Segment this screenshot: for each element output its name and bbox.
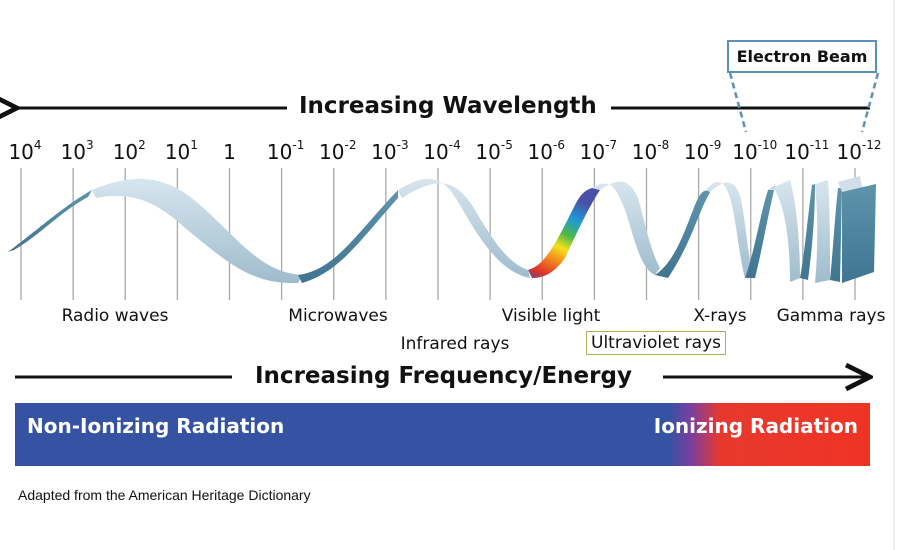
tick-exponent: -10 [757, 138, 778, 152]
tick-label: 104 [8, 138, 42, 164]
tick-exponent: 4 [33, 138, 42, 152]
ionizing-label: Ionizing Radiation [653, 414, 858, 438]
frequency-title: Increasing Frequency/Energy [255, 363, 632, 389]
ribbon-segment-dark [842, 184, 876, 283]
tick-label: 102 [112, 138, 146, 164]
tick-base: 10 [527, 140, 553, 164]
tick-exponent: 2 [138, 138, 146, 152]
electron-beam-connector-left [728, 72, 748, 133]
band-label-xrays: X-rays [693, 306, 747, 326]
band-label-microwaves: Microwaves [288, 306, 388, 326]
ribbon-segment-light [768, 180, 800, 282]
source-credit: Adapted from the American Heritage Dicti… [18, 487, 311, 503]
tick-label: 10-10 [732, 138, 778, 164]
tick-exponent: -7 [605, 138, 618, 152]
tick-base: 10 [683, 140, 710, 164]
tick-exponent: -9 [709, 138, 722, 152]
tick-label: 101 [164, 138, 198, 164]
wavelength-title: Increasing Wavelength [299, 93, 597, 119]
tick-base: 10 [371, 140, 397, 164]
radiation-type-bar: Non-Ionizing Radiation Ionizing Radiatio… [15, 403, 870, 466]
tick-base: 10 [732, 140, 758, 164]
tick-exponent: -12 [861, 138, 882, 152]
tick-base: 10 [784, 140, 810, 164]
tick-label: 10-8 [631, 138, 670, 164]
tick-base: 10 [266, 140, 293, 164]
tick-label: 10-4 [423, 138, 461, 164]
ribbon-segment-dark [830, 188, 842, 282]
tick-base: 10 [112, 140, 139, 164]
electron-beam-box: Electron Beam [727, 40, 877, 73]
tick-label: 103 [60, 138, 94, 164]
tick-base: 1 [223, 140, 236, 164]
tick-base: 10 [164, 140, 191, 164]
tick-base: 10 [423, 140, 449, 164]
ribbon-segment-light [838, 176, 862, 192]
ribbon-segment-light [592, 181, 660, 275]
ribbon-segment-light [812, 180, 830, 283]
tick-exponent: -6 [552, 138, 565, 152]
tick-exponent: -8 [657, 138, 670, 152]
ribbon-segment-dark [8, 190, 92, 252]
tick-exponent: -3 [396, 138, 409, 152]
band-label-visible: Visible light [501, 306, 601, 326]
tick-label: 10-6 [527, 138, 565, 164]
tick-label: 10-5 [475, 138, 513, 164]
tick-exponent: 1 [190, 138, 198, 152]
tick-label: 10-3 [371, 138, 409, 164]
tick-label: 10-7 [579, 138, 618, 164]
ribbon-segment-dark [800, 184, 815, 280]
tick-label: 10-12 [836, 138, 882, 164]
ribbon-segment-light [706, 182, 752, 278]
tick-base: 10 [631, 140, 658, 164]
ribbon-segment-light [398, 178, 530, 278]
tick-base: 10 [8, 140, 34, 164]
ribbon-segment-dark [298, 190, 398, 283]
band-label-ultraviolet: Ultraviolet rays [586, 331, 726, 355]
tick-label: 10-2 [319, 138, 357, 164]
tick-label: 1 [223, 140, 236, 164]
ribbon-segment-dark [745, 186, 775, 278]
band-label-radio: Radio waves [61, 306, 169, 326]
tick-base: 10 [579, 140, 606, 164]
tick-base: 10 [836, 140, 862, 164]
electron-beam-connector-right [860, 72, 880, 133]
tick-label: 10-1 [266, 138, 305, 164]
tick-base: 10 [60, 140, 87, 164]
tick-exponent: -1 [292, 138, 305, 152]
tick-label: 10-9 [683, 138, 722, 164]
ribbon-segment-light [92, 178, 302, 284]
band-label-gamma: Gamma rays [776, 306, 886, 326]
tick-exponent: -11 [809, 138, 830, 152]
tick-exponent: 3 [86, 138, 94, 152]
tick-label: 10-11 [784, 138, 830, 164]
tick-exponent: -4 [448, 138, 461, 152]
electron-beam-label: Electron Beam [736, 47, 868, 66]
tick-exponent: -2 [344, 138, 357, 152]
ribbon-segment-visible [528, 188, 600, 278]
tick-base: 10 [319, 140, 345, 164]
page-right-border [893, 0, 895, 550]
tick-base: 10 [475, 140, 501, 164]
band-label-infrared: Infrared rays [400, 334, 510, 354]
non-ionizing-label: Non-Ionizing Radiation [27, 414, 285, 438]
ribbon-segment-dark [655, 190, 710, 278]
tick-exponent: -5 [500, 138, 513, 152]
